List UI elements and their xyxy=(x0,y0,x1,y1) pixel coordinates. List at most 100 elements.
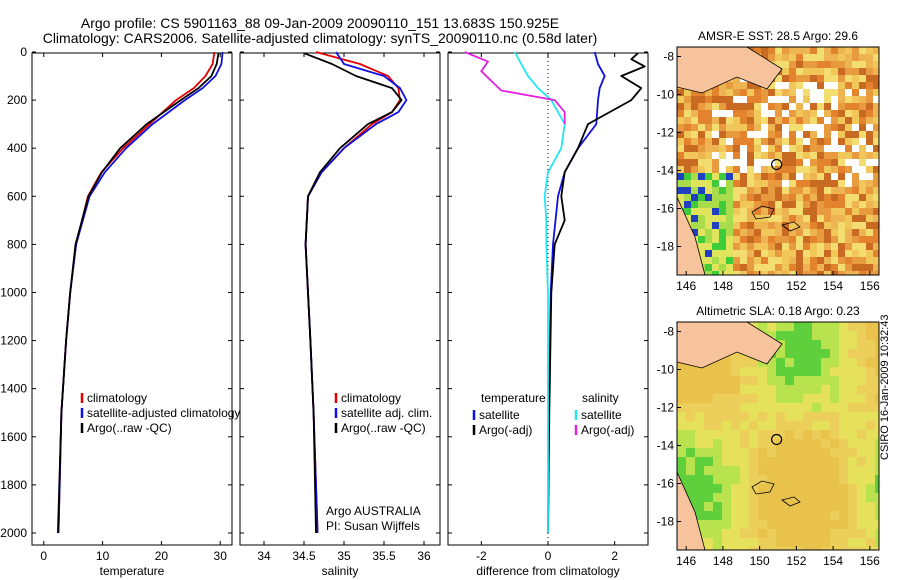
map-cell xyxy=(866,68,873,75)
map-cell xyxy=(794,367,803,376)
map-cell xyxy=(866,187,873,194)
map-cell xyxy=(857,367,866,376)
x-tick-label: 20 xyxy=(155,549,169,563)
map-cell xyxy=(785,457,794,466)
map-cell xyxy=(740,394,749,403)
map-cell xyxy=(722,421,731,430)
map-cell xyxy=(866,547,875,550)
series-line-black xyxy=(303,52,403,534)
map-cell xyxy=(803,215,810,222)
map-cell xyxy=(875,376,879,385)
map-cell xyxy=(789,264,796,271)
x-tick-label: 148 xyxy=(713,554,733,568)
map-cell xyxy=(845,215,852,222)
map-cell xyxy=(852,194,859,201)
map-cell xyxy=(691,138,698,145)
map-cell xyxy=(705,145,712,152)
map-cell xyxy=(733,124,740,131)
map-cell xyxy=(873,215,879,222)
map-cell xyxy=(785,340,794,349)
map-cell xyxy=(796,250,803,257)
map-cell xyxy=(803,367,812,376)
map-cell xyxy=(767,493,776,502)
map-cell xyxy=(712,208,719,215)
map-cell xyxy=(789,236,796,243)
map-cell xyxy=(824,201,831,208)
map-cell xyxy=(866,201,873,208)
map-cell xyxy=(698,166,705,173)
map-cell xyxy=(812,394,821,403)
map-cell xyxy=(873,117,879,124)
series-line-blue xyxy=(57,51,224,534)
map-cell xyxy=(875,349,879,358)
map-cell xyxy=(789,54,796,61)
map-cell xyxy=(838,229,845,236)
map-cell xyxy=(719,194,726,201)
map-cell xyxy=(761,96,768,103)
legend-label: satellite adj. clim. xyxy=(341,406,432,420)
map-cell xyxy=(782,89,789,96)
map-cell xyxy=(803,511,812,520)
map-cell xyxy=(839,421,848,430)
map-cell xyxy=(830,412,839,421)
map-cell xyxy=(733,75,740,82)
map-cell xyxy=(812,448,821,457)
map-cell xyxy=(796,194,803,201)
map-cell xyxy=(796,229,803,236)
map-cell xyxy=(838,187,845,194)
map-cell xyxy=(684,103,691,110)
map-cell xyxy=(733,243,740,250)
y-tick-label: 1800 xyxy=(0,478,27,492)
map-cell xyxy=(722,547,731,550)
map-cell xyxy=(838,54,845,61)
map-cell xyxy=(845,271,852,275)
map-cell xyxy=(817,138,824,145)
map-cell xyxy=(794,493,803,502)
map-cell xyxy=(789,166,796,173)
map-cell xyxy=(803,152,810,159)
map-cell xyxy=(785,448,794,457)
y-tick-label: -16 xyxy=(657,202,675,216)
map-cell xyxy=(722,403,731,412)
map-cell xyxy=(740,103,747,110)
map-cell xyxy=(803,331,812,340)
map-cell xyxy=(803,145,810,152)
map-cell xyxy=(852,229,859,236)
map-cell xyxy=(677,110,684,117)
map-cell xyxy=(747,215,754,222)
map-cell xyxy=(733,145,740,152)
map-cell xyxy=(722,448,731,457)
map-cell xyxy=(866,152,873,159)
map-cell xyxy=(782,117,789,124)
map-cell xyxy=(775,243,782,250)
map-cell xyxy=(859,47,866,54)
map-cell xyxy=(831,243,838,250)
map-cell xyxy=(845,222,852,229)
y-tick-label: -14 xyxy=(657,439,675,453)
map-cell xyxy=(824,103,831,110)
y-tick-label: -12 xyxy=(657,126,675,140)
map-cell xyxy=(859,236,866,243)
map-cell xyxy=(740,502,749,511)
map-cell xyxy=(695,520,704,529)
map-cell xyxy=(691,173,698,180)
map-cell xyxy=(831,68,838,75)
map-cell xyxy=(866,367,875,376)
map-cell xyxy=(749,457,758,466)
map-cell xyxy=(705,152,712,159)
map-cell xyxy=(796,138,803,145)
map-cell xyxy=(705,159,712,166)
map-cell xyxy=(747,89,754,96)
map-cell xyxy=(775,103,782,110)
map-cell xyxy=(747,82,754,89)
map-cell xyxy=(838,124,845,131)
map-cell xyxy=(821,376,830,385)
map-cell xyxy=(821,520,830,529)
map-cell xyxy=(740,511,749,520)
map-cell xyxy=(817,271,824,275)
map-cell xyxy=(686,466,695,475)
map-cell xyxy=(789,257,796,264)
map-cell xyxy=(733,173,740,180)
map-cell xyxy=(747,236,754,243)
map-cell xyxy=(866,394,875,403)
